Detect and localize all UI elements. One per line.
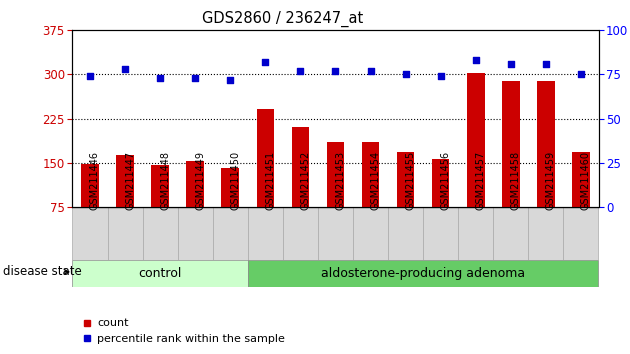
- Point: [295, 68, 306, 74]
- Text: disease state: disease state: [3, 266, 82, 278]
- Legend: count, percentile rank within the sample: count, percentile rank within the sample: [78, 314, 289, 348]
- FancyBboxPatch shape: [493, 207, 529, 260]
- Bar: [117, 155, 134, 207]
- Bar: [327, 142, 344, 207]
- Point: [190, 75, 200, 81]
- FancyBboxPatch shape: [142, 207, 178, 260]
- Text: GSM211458: GSM211458: [511, 150, 521, 210]
- Text: GSM211454: GSM211454: [370, 150, 381, 210]
- FancyBboxPatch shape: [458, 207, 493, 260]
- Text: aldosterone-producing adenoma: aldosterone-producing adenoma: [321, 267, 525, 280]
- Point: [120, 66, 130, 72]
- Point: [576, 72, 586, 77]
- Bar: [572, 152, 590, 207]
- Bar: [467, 73, 484, 207]
- Text: GSM211450: GSM211450: [231, 150, 240, 210]
- Bar: [362, 142, 379, 207]
- FancyBboxPatch shape: [108, 207, 142, 260]
- FancyBboxPatch shape: [529, 207, 563, 260]
- Point: [85, 73, 95, 79]
- Point: [471, 57, 481, 63]
- Point: [401, 72, 411, 77]
- Text: GSM211455: GSM211455: [406, 150, 416, 210]
- Bar: [537, 81, 554, 207]
- Point: [506, 61, 516, 67]
- Point: [260, 59, 270, 65]
- FancyBboxPatch shape: [318, 207, 353, 260]
- FancyBboxPatch shape: [72, 260, 248, 287]
- Bar: [222, 168, 239, 207]
- Text: GSM211448: GSM211448: [160, 151, 170, 210]
- FancyBboxPatch shape: [423, 207, 458, 260]
- FancyBboxPatch shape: [353, 207, 388, 260]
- Point: [330, 68, 340, 74]
- Point: [435, 73, 445, 79]
- FancyBboxPatch shape: [283, 207, 318, 260]
- Text: GSM211449: GSM211449: [195, 151, 205, 210]
- FancyBboxPatch shape: [248, 207, 283, 260]
- Bar: [81, 164, 99, 207]
- Text: control: control: [139, 267, 182, 280]
- FancyBboxPatch shape: [72, 207, 108, 260]
- Bar: [432, 159, 449, 207]
- FancyBboxPatch shape: [388, 207, 423, 260]
- Text: GSM211460: GSM211460: [581, 151, 591, 210]
- Bar: [151, 165, 169, 207]
- Point: [365, 68, 375, 74]
- Point: [541, 61, 551, 67]
- Text: GSM211456: GSM211456: [440, 150, 450, 210]
- Text: GSM211452: GSM211452: [301, 150, 311, 210]
- Text: GSM211451: GSM211451: [265, 150, 275, 210]
- FancyBboxPatch shape: [563, 207, 598, 260]
- Bar: [186, 161, 204, 207]
- FancyBboxPatch shape: [248, 260, 598, 287]
- Bar: [292, 127, 309, 207]
- Text: GDS2860 / 236247_at: GDS2860 / 236247_at: [202, 11, 363, 27]
- Text: GSM211447: GSM211447: [125, 150, 135, 210]
- Bar: [502, 81, 520, 207]
- Bar: [256, 109, 274, 207]
- Point: [226, 77, 236, 82]
- Text: GSM211446: GSM211446: [90, 151, 100, 210]
- FancyBboxPatch shape: [178, 207, 213, 260]
- Text: GSM211459: GSM211459: [546, 150, 556, 210]
- Point: [155, 75, 165, 81]
- FancyBboxPatch shape: [213, 207, 248, 260]
- Text: GSM211457: GSM211457: [476, 150, 486, 210]
- Text: GSM211453: GSM211453: [335, 150, 345, 210]
- Bar: [397, 152, 415, 207]
